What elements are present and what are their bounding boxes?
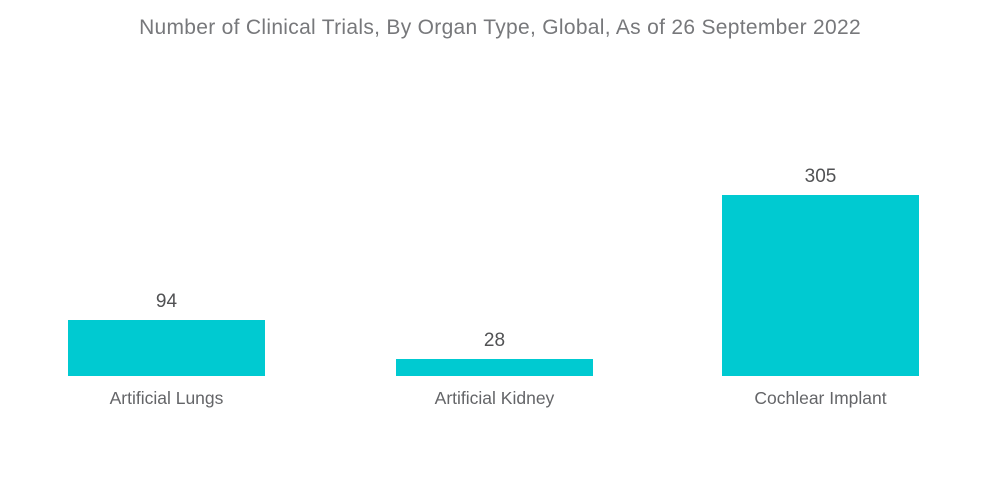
- value-label-cochlear-implant: 305: [804, 166, 837, 187]
- bar-artificial-kidney: [396, 359, 593, 376]
- value-label-artificial-kidney: 28: [483, 330, 506, 351]
- category-label-cochlear-implant: Cochlear Implant: [754, 388, 887, 408]
- bar-cochlear-implant: [722, 195, 919, 376]
- category-label-artificial-lungs: Artificial Lungs: [109, 388, 224, 408]
- chart-title: Number of Clinical Trials, By Organ Type…: [139, 16, 861, 39]
- category-label-artificial-kidney: Artificial Kidney: [434, 388, 555, 408]
- bar-artificial-lungs: [68, 320, 265, 376]
- value-label-artificial-lungs: 94: [155, 291, 178, 312]
